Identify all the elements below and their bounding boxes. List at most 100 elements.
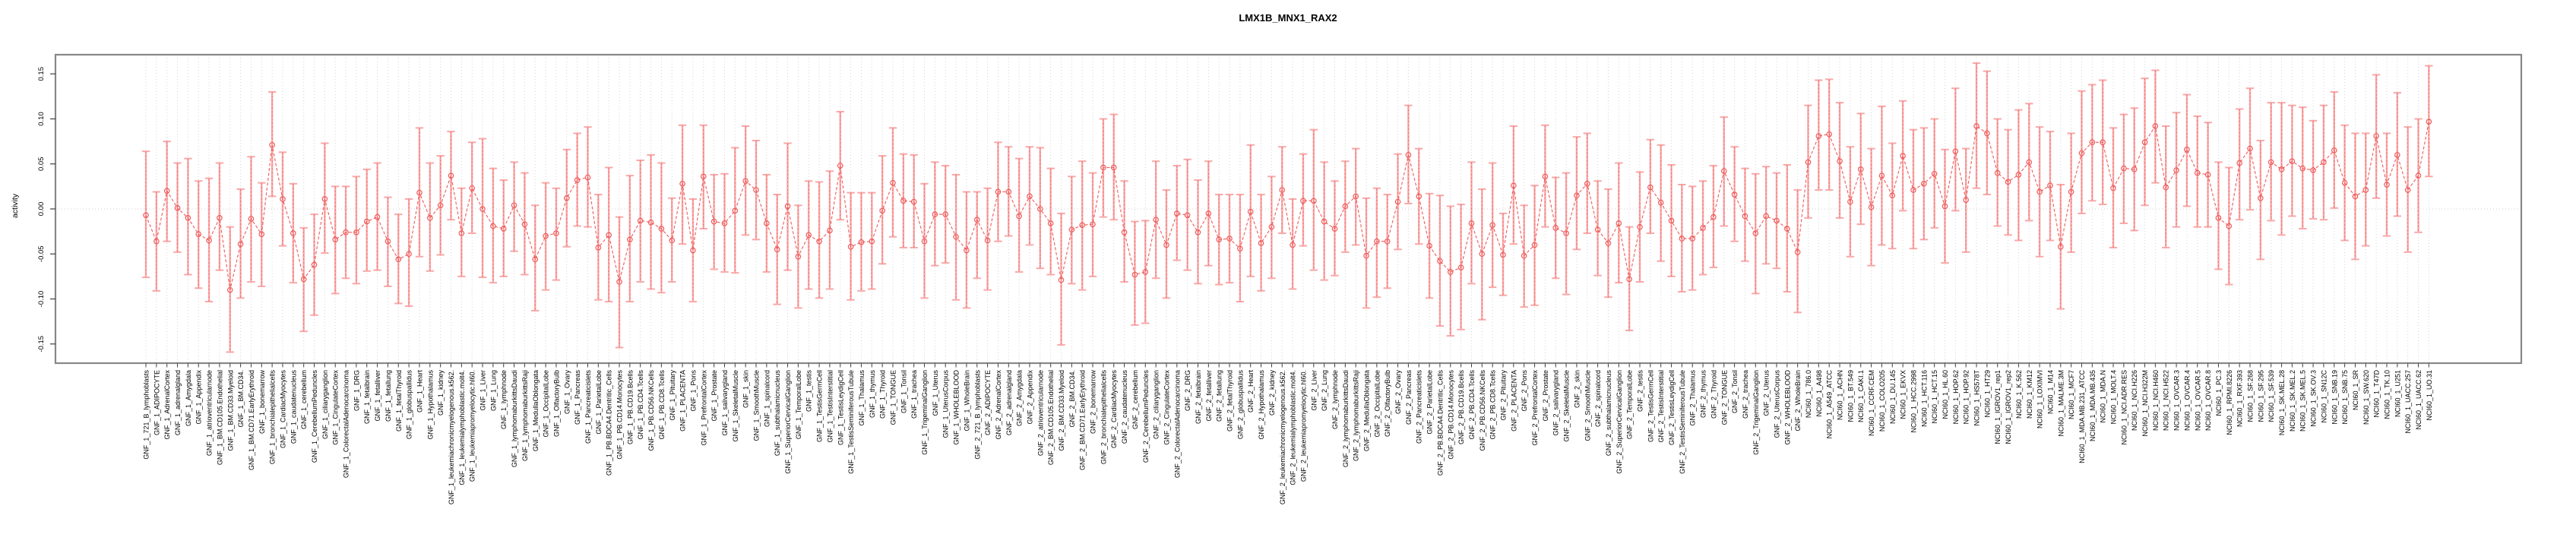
data-point [174, 205, 181, 211]
data-point [2247, 145, 2253, 152]
series-line [145, 121, 2429, 290]
x-tick-label: GNF_1_subthalamicnucleus [774, 370, 781, 457]
x-tick-label: GNF_1_atrioventricularnode [206, 370, 214, 456]
x-tick-label: NCI60_1_CAKI.1 [1857, 370, 1865, 422]
x-tick-label: GNF_2_lymphnode [1331, 370, 1339, 429]
x-tick-label: GNF_2_ParietalLobe [1426, 370, 1434, 435]
data-point [1005, 188, 1012, 195]
x-tick-label: NCI60_1_K.562 [2015, 370, 2023, 419]
x-tick-label: GNF_1_Uterus [932, 370, 939, 416]
x-tick-label: NCI60_1_NCI.H322M [2141, 370, 2149, 437]
data-point [2047, 182, 2053, 188]
x-tick-label: GNF_2_PrefrontalCortex [1531, 370, 1539, 446]
x-tick-label: NCI60_1_RPMI.8226 [2226, 370, 2233, 435]
x-tick-label: NCI60_1_IGROV1_rep2 [2005, 370, 2012, 444]
x-tick-label: GNF_1_trachea [910, 370, 918, 419]
data-point [2415, 172, 2422, 179]
x-tick-label: GNF_1_ciliaryganglion [321, 370, 329, 439]
data-point [2331, 147, 2337, 153]
x-tick-label: GNF_2_BM.CD71.EarlyErythroid [1079, 370, 1087, 470]
data-point [1047, 220, 1054, 226]
data-point [2341, 179, 2348, 186]
data-point [237, 241, 244, 248]
x-tick-label: GNF_1_lymphnode [500, 370, 508, 429]
data-point [1994, 169, 2001, 176]
data-point [206, 237, 212, 244]
x-tick-label: GNF_1_UterusCorpus [942, 370, 950, 438]
x-tick-label: GNF_1_AdrenalCortex [163, 370, 171, 440]
x-tick-label: NCI60_1_SK.MEL.5 [2299, 370, 2307, 432]
x-tick-label: GNF_2_TestisLeydigCell [1668, 370, 1676, 445]
data-point [1563, 230, 1569, 236]
data-point [2289, 158, 2296, 164]
data-point [679, 181, 685, 187]
x-tick-label: GNF_1_BM.CD33.Myeloid [226, 370, 234, 451]
x-tick-label: GNF_1_TestisSeminiferousTubule [847, 370, 855, 474]
x-tick-label: NCI60_1_COLO205 [1878, 370, 1886, 432]
data-point [1016, 213, 1022, 220]
data-point [1921, 181, 1927, 187]
x-tick-label: GNF_2_OlfactoryBulb [1384, 370, 1391, 437]
x-tick-label: GNF_2_721_B_lymphoblasts [973, 370, 981, 460]
x-tick-label: GNF_2_TestisGermCell [1647, 370, 1654, 442]
x-tick-label: GNF_2_TrigeminalGanglion [1752, 370, 1760, 455]
data-point [2089, 139, 2096, 146]
x-tick-label: NCI60_1_NCI.H460 [2152, 370, 2160, 431]
data-point [858, 239, 865, 245]
x-tick-label: GNF_1_SkeletalMuscle [732, 370, 739, 442]
data-point [1878, 172, 1885, 179]
x-tick-label: NCI60_1_A549_ATCC [1826, 370, 1834, 439]
data-point [1900, 153, 1906, 159]
x-tick-label: NCI60_1_NCI.H226 [2131, 370, 2138, 431]
data-point [374, 213, 381, 220]
x-tick-label: GNF_2_Pons [1521, 370, 1528, 412]
data-point [1637, 223, 1643, 230]
x-tick-label: GNF_1_skin [742, 370, 750, 408]
x-tick-label: GNF_1_OccipitalLobe [543, 370, 550, 438]
x-tick-label: GNF_2_UterusCorpus [1773, 370, 1780, 438]
data-point [837, 163, 843, 169]
data-point [1616, 220, 1622, 226]
data-point [1394, 198, 1401, 205]
data-point [827, 227, 833, 234]
x-tick-label: NCI60_1_MDA.MB.231_ATCC [2078, 370, 2086, 463]
data-point [710, 218, 717, 225]
x-tick-label: GNF_2_fetalliver [1205, 370, 1213, 422]
data-point [890, 179, 896, 186]
data-point [2057, 243, 2064, 250]
x-tick-label: GNF_2_lymphomaburkittsDaudi [1342, 370, 1350, 467]
x-tick-label: NCI60_1_OVCAR.8 [2204, 370, 2212, 431]
x-tick-label: GNF_1_leukemiapromyelocytic.hl60. [469, 370, 476, 482]
data-point [185, 215, 191, 221]
x-tick-label: GNF_2_TONGUE [1720, 370, 1728, 425]
data-point [1174, 210, 1180, 217]
data-point [1847, 198, 1853, 205]
x-tick-label: GNF_1_Pituitary [669, 370, 676, 421]
data-point [1531, 242, 1538, 248]
data-point [1657, 199, 1664, 206]
data-point [1552, 225, 1559, 231]
x-tick-label: NCI60_1_U251 [2394, 370, 2401, 417]
x-tick-label: GNF_1_lymphomaburkittsDaudi [511, 370, 518, 467]
data-point [1973, 123, 1979, 129]
x-tick-label: GNF_2_PB.BDCA4.Dentritic_Cells [1436, 370, 1444, 476]
x-tick-label: GNF_2_kidney [1268, 370, 1276, 416]
data-point [2404, 187, 2411, 193]
data-point [1258, 240, 1264, 246]
data-point [2215, 215, 2222, 221]
data-point [1058, 277, 1065, 283]
x-tick-label: GNF_1_ParietalLobe [595, 370, 603, 435]
x-tick-label: NCI60_1_HOP.92 [1963, 370, 1970, 424]
y-tick-label: -0.15 [37, 336, 46, 353]
x-tick-label: GNF_2_spinalcord [1594, 370, 1602, 427]
x-tick-label: GNF_1_TestisInterstitial [826, 370, 834, 443]
x-tick-label: NCI60_1_SF.295 [2257, 370, 2264, 422]
x-tick-label: NCI60_1_HCT.116 [1920, 370, 1928, 427]
data-point [1984, 130, 1990, 137]
data-point [616, 279, 622, 285]
data-point [1279, 187, 1286, 193]
data-point [1731, 191, 1738, 198]
x-tick-label: GNF_1_TestisGermCell [816, 370, 824, 442]
x-tick-label: GNF_1_kidney [437, 370, 445, 416]
data-point [2015, 172, 2022, 178]
